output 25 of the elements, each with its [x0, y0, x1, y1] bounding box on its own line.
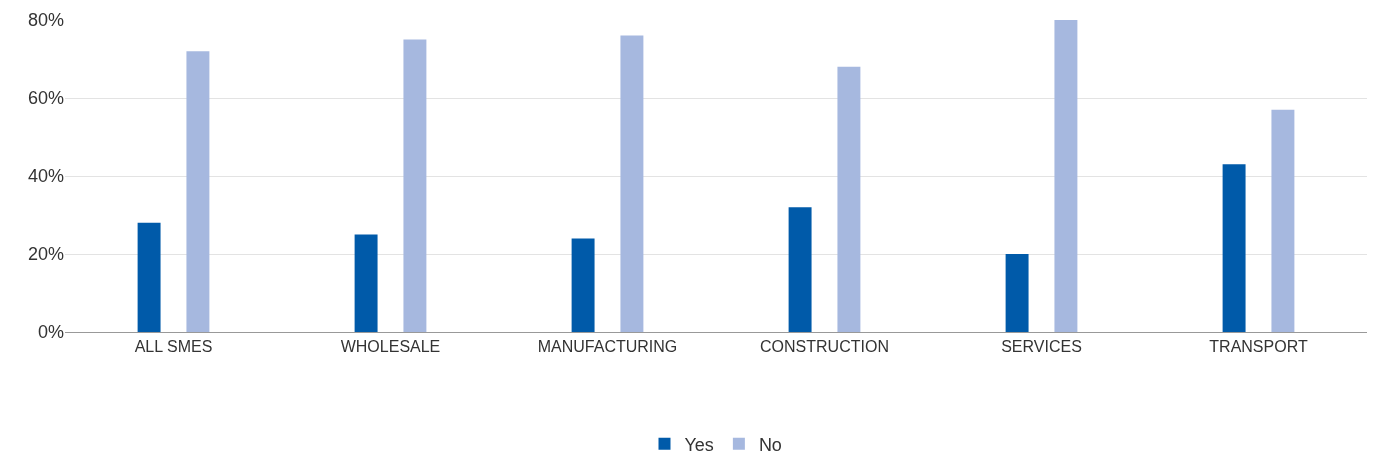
y-tick-label: 20% [27, 244, 64, 265]
bar [1271, 109, 1295, 332]
x-tick-label: WHOLESALE [340, 338, 441, 356]
x-tick-label: CONSTRUCTION [760, 338, 889, 356]
bar [571, 238, 595, 332]
bar [354, 234, 378, 332]
bar [837, 66, 861, 332]
legend-label: Yes [684, 434, 714, 455]
y-tick-label: 0% [37, 322, 64, 343]
x-tick-label: TRANSPORT [1209, 338, 1308, 356]
legend-label: No [758, 434, 782, 455]
x-tick-label: SERVICES [1001, 338, 1082, 356]
y-tick-label: 60% [27, 88, 64, 109]
y-tick-label: 80% [27, 10, 64, 31]
bar [137, 222, 161, 332]
bar [1054, 20, 1078, 332]
y-tick-label: 40% [27, 166, 64, 187]
x-tick-label: ALL SMES [134, 338, 213, 356]
bar [186, 51, 210, 332]
bar [403, 39, 427, 332]
bar [620, 35, 644, 332]
bar [788, 207, 812, 332]
bar [1222, 164, 1246, 332]
bar [1005, 254, 1029, 332]
x-tick-label: MANUFACTURING [537, 338, 678, 356]
